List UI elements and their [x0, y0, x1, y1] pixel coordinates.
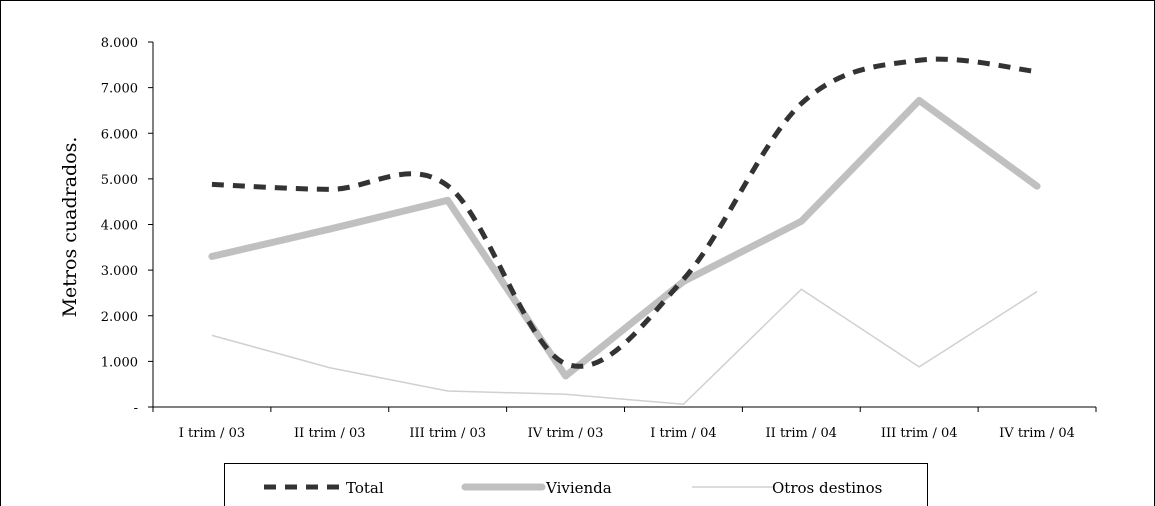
- y-tick-label: 3.000: [101, 264, 138, 279]
- axes: - 1.000 2.000 3.000 4.000 5.000 6.000 7.000 8.00…: [101, 36, 1097, 441]
- x-tick-label: II trim / 04: [766, 426, 838, 441]
- x-tick-label: II trim / 03: [294, 426, 366, 441]
- x-tick-label: IV trim / 04: [999, 426, 1075, 441]
- y-tick-label: 4.000: [101, 219, 138, 234]
- legend: Total Vivienda Otros destinos: [264, 479, 882, 497]
- y-tick-label: -: [134, 401, 138, 416]
- y-axis-label: Metros cuadrados.: [59, 137, 81, 318]
- x-tick-label: I trim / 04: [650, 426, 716, 441]
- y-tick-label: 5.000: [101, 173, 138, 188]
- series-line-otros-destinos: [211, 288, 1038, 406]
- x-tick-label: III trim / 04: [881, 426, 958, 441]
- series-line-total: [211, 56, 1038, 369]
- x-tick-label: I trim / 03: [179, 426, 245, 441]
- x-tick-label: III trim / 03: [409, 426, 486, 441]
- legend-label: Total: [346, 479, 384, 497]
- series-line-vivienda: [208, 96, 1041, 380]
- legend-box: [224, 463, 928, 506]
- y-tick-label: 6.000: [101, 127, 138, 142]
- y-tick-label: 2.000: [101, 310, 138, 325]
- y-tick-label: 7.000: [101, 82, 138, 97]
- y-tick-label: 8.000: [101, 36, 138, 51]
- legend-label: Vivienda: [545, 479, 612, 497]
- y-tick-label: 1.000: [101, 355, 138, 370]
- series-layer: [208, 56, 1041, 406]
- x-tick-label: IV trim / 03: [528, 426, 604, 441]
- legend-label: Otros destinos: [772, 479, 882, 497]
